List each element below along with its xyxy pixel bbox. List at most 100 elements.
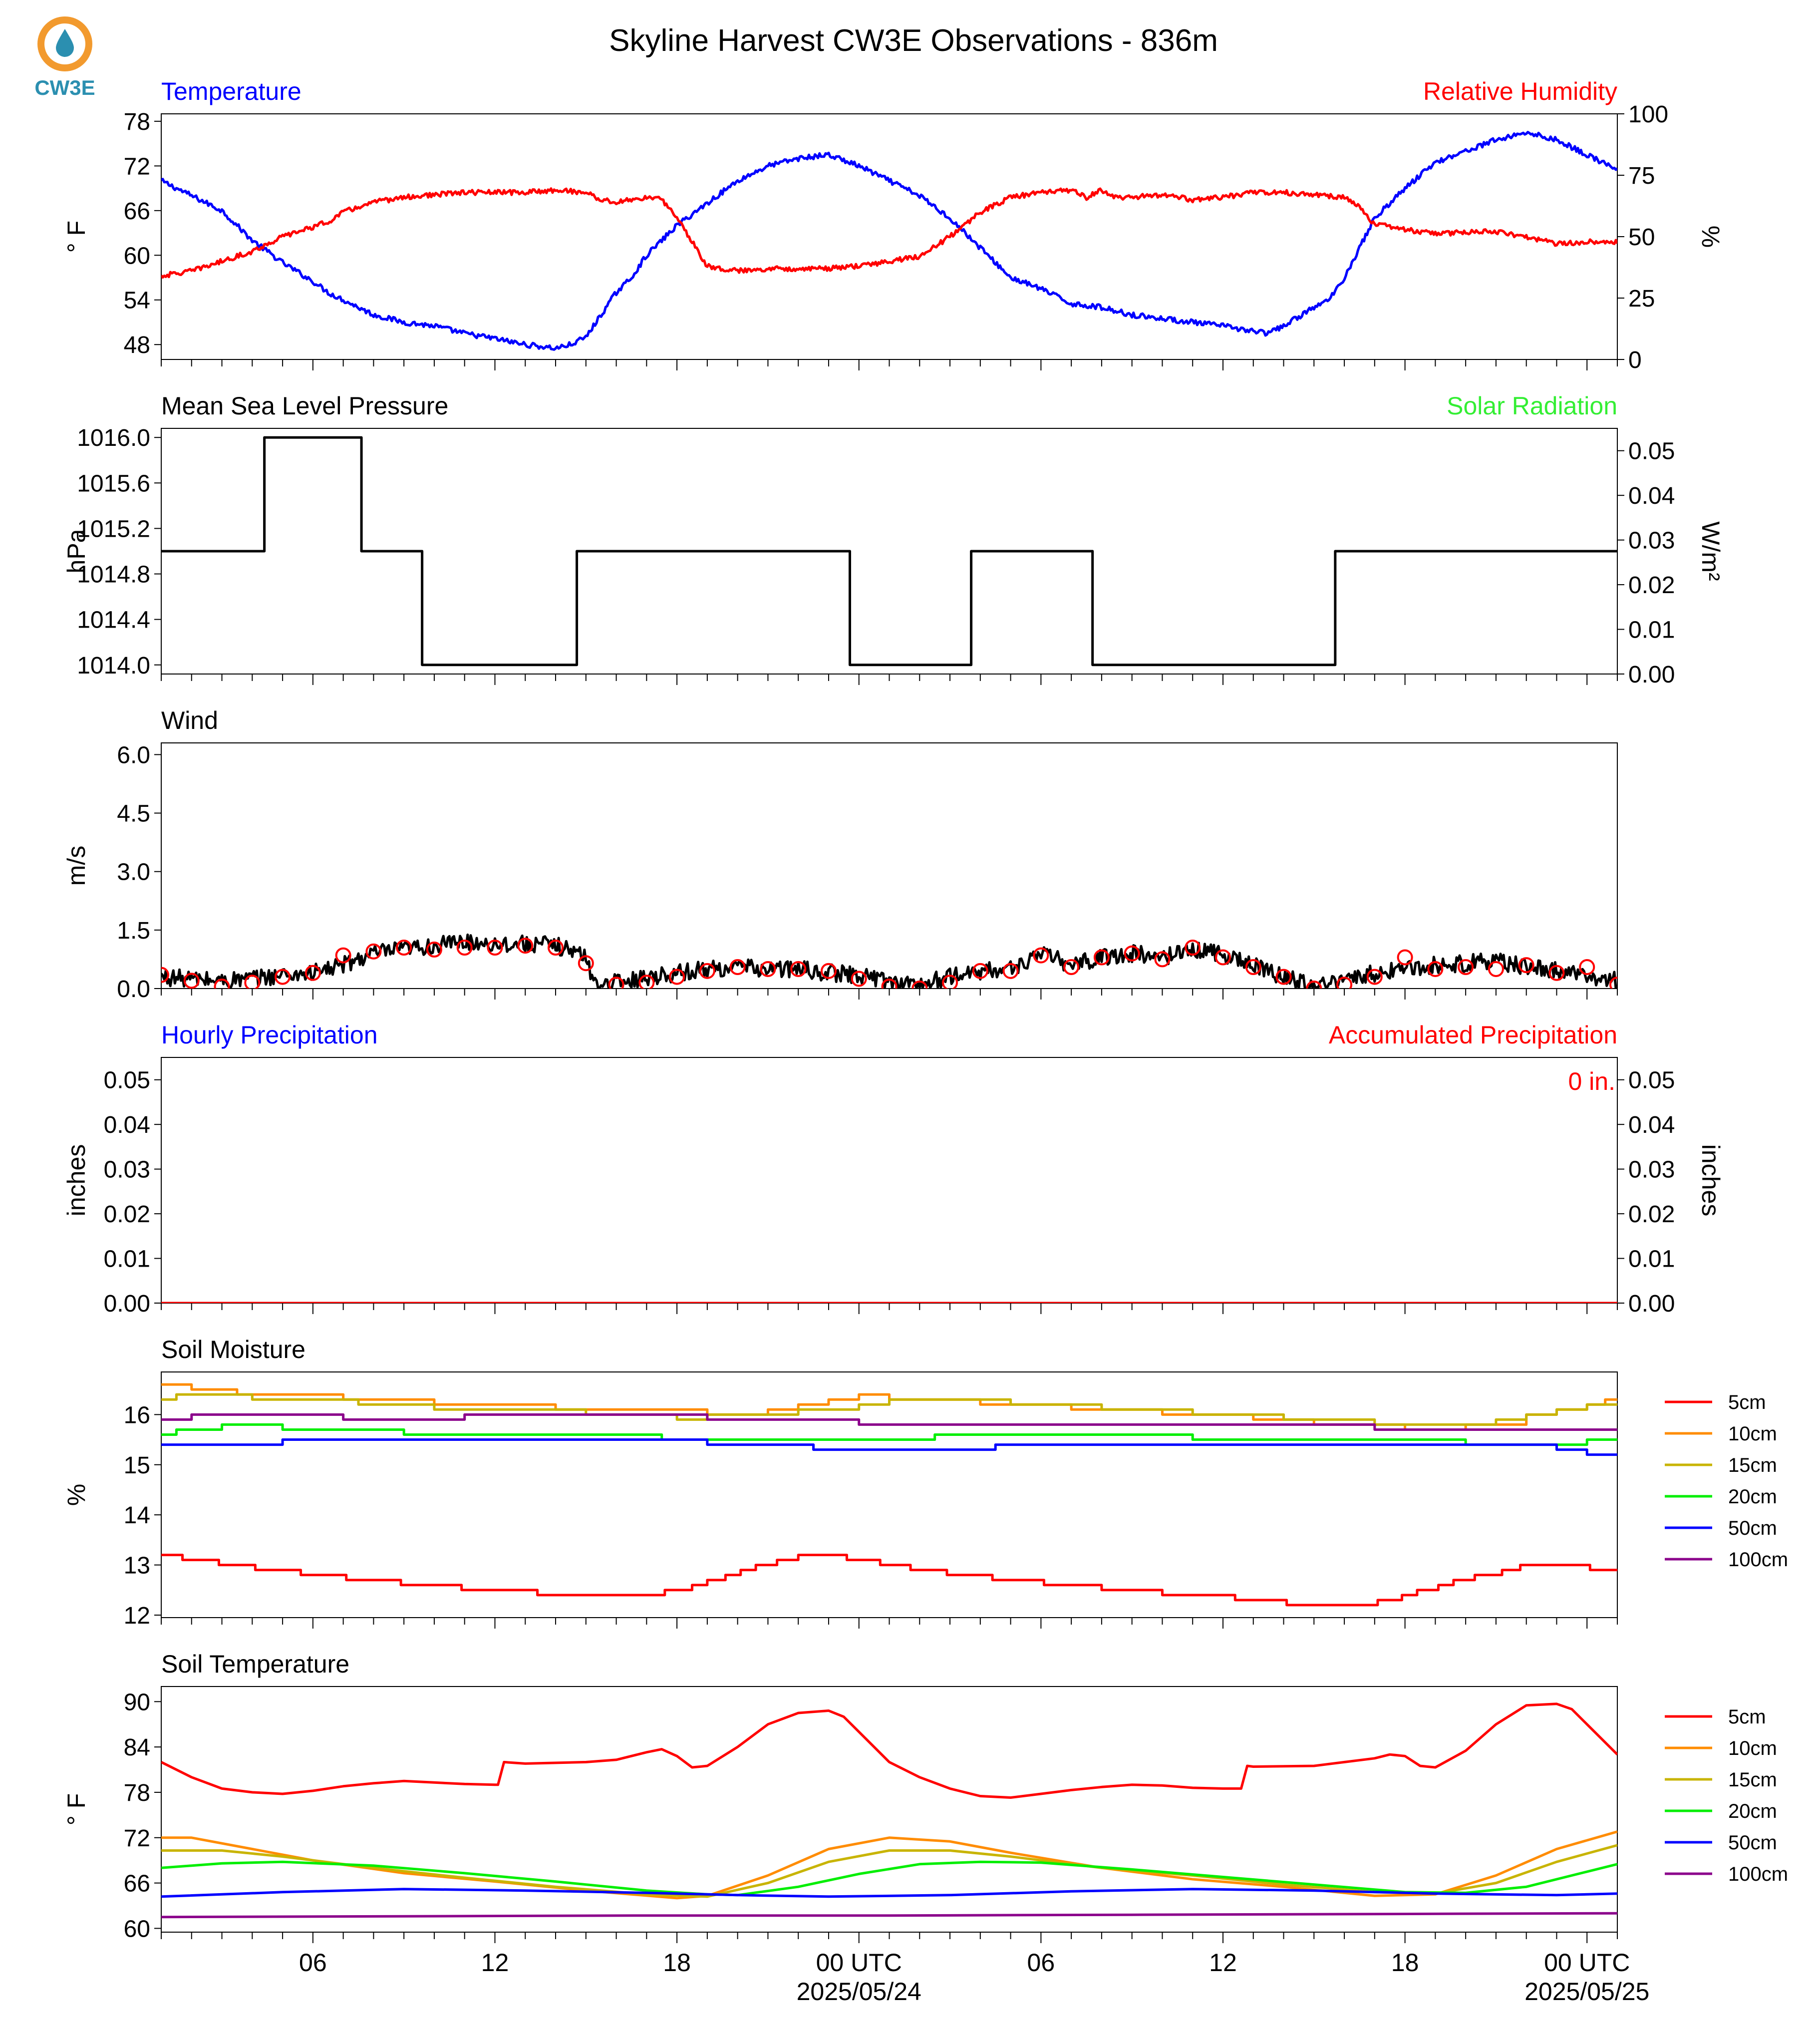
y-tick-label: 0.0 [117,976,150,1003]
y-tick-label: 54 [124,288,150,314]
panel-title-right: Relative Humidity [1423,77,1617,105]
gust-marker [365,943,382,960]
y-right-tick-label: 0.05 [1628,1067,1675,1094]
gust-marker [1427,961,1444,977]
y-tick-label: 13 [124,1553,150,1579]
y-right-tick-label: 0 [1628,347,1642,373]
gust-marker [729,959,746,976]
y-tick-label: 60 [124,1916,150,1942]
gust-marker [517,938,534,954]
panel-title-left: Wind [161,706,218,734]
y-right-tick-label: 0.04 [1628,483,1675,509]
y-tick-label: 1015.6 [77,470,150,497]
legend-label: 20cm [1728,1800,1777,1822]
series-line-50cm [161,1888,1617,1898]
x-tick-label: 06 [1027,1949,1055,1977]
gust-marker [1336,977,1353,989]
gust-marker [578,955,594,972]
y-tick-label: 1014.0 [77,653,150,679]
x-tick-label: 12 [481,1949,509,1977]
y-right-tick-label: 50 [1628,224,1655,251]
gust-marker [1458,959,1474,976]
gust-marker [911,981,928,989]
y-tick-label: 12 [124,1603,150,1629]
gust-marker [1579,959,1595,976]
panel-title-left: Temperature [161,77,302,105]
y-tick-label: 1016.0 [77,425,150,451]
x-tick-label: 00 UTC [816,1949,902,1977]
series-group [161,131,1617,351]
y-tick-label: 6.0 [117,742,150,768]
gust-marker [638,975,655,989]
y-axis-label: m/s [62,846,90,886]
series-group [161,933,1617,989]
gust-marker [608,977,624,989]
x-tick-label: 18 [663,1949,691,1977]
panel-title-left: Soil Moisture [161,1336,305,1363]
y-tick-label: 84 [124,1734,150,1761]
gust-marker [851,971,867,987]
series-line-100cm [161,1912,1617,1919]
y-tick-label: 78 [124,1780,150,1806]
y-right-axis-label: W/m² [1697,521,1725,581]
x-tick-label: 06 [299,1949,327,1977]
panel-6: Soil Temperature 60 66 72 78 84 90 ° F 06 12 18 00 … [62,1650,1788,2006]
series-line-5cm [161,1553,1617,1607]
cw3e-logo: CW3E [34,16,95,99]
y-tick-label: 0.03 [104,1157,150,1183]
gust-marker [1275,969,1292,985]
y-axis-label: ° F [62,1793,90,1825]
legend-label: 20cm [1728,1486,1777,1508]
series-line-100cm [161,1413,1617,1431]
series-group [161,1383,1617,1607]
y-tick-label: 14 [124,1502,150,1529]
gust-marker [487,940,503,956]
figure-title: Skyline Harvest CW3E Observations - 836m [609,23,1218,58]
series-group [161,1702,1617,1919]
gust-marker [1488,961,1504,977]
gust-marker [669,969,685,985]
series-group [161,436,1617,667]
panel-1: Temperature Relative Humidity 48 54 60 66 72 78… [62,77,1725,373]
gust-marker [183,973,200,989]
y-tick-label: 15 [124,1452,150,1479]
gust-marker [790,961,807,977]
series-line-mean-sea-level-pressure [161,436,1617,667]
y-axis-label: hPa [62,529,90,573]
series-line-wind-speed [161,933,1617,989]
y-right-tick-label: 0.00 [1628,1291,1675,1317]
panel-2: Mean Sea Level Pressure Solar Radiation 10… [62,392,1725,688]
panel-title-left: Soil Temperature [161,1650,349,1678]
panel-title-right: Solar Radiation [1447,392,1617,420]
panel-title-left: Hourly Precipitation [161,1021,378,1049]
y-tick-label: 66 [124,1871,150,1897]
gust-marker [548,940,564,956]
panel-5: Soil Moisture 12 13 14 15 16% 5cm 10cm 15cm 20cm 5… [62,1336,1788,1629]
gust-marker [972,963,988,979]
gust-marker [1002,963,1019,979]
legend-label: 100cm [1728,1863,1788,1885]
legend-label: 100cm [1728,1549,1788,1571]
y-tick-label: 0.00 [104,1291,150,1317]
y-right-tick-label: 0.04 [1628,1112,1675,1138]
y-tick-label: 1014.8 [77,562,150,588]
panel-3: Wind 0.0 1.5 3.0 4.5 6.0 m/s [62,706,1618,1003]
gust-marker [820,963,837,979]
x-tick-label: 18 [1391,1949,1419,1977]
gust-marker [1154,951,1171,968]
y-axis-label: % [62,1484,90,1506]
x-tick-date-label: 2025/05/25 [1524,1978,1649,2006]
y-tick-label: 78 [124,109,150,135]
legend-label: 50cm [1728,1517,1777,1539]
gust-marker [244,975,261,989]
y-right-tick-label: 75 [1628,163,1655,189]
series-line-5cm [161,1702,1617,1799]
series-line-20cm [161,1423,1617,1446]
y-right-tick-label: 0.03 [1628,528,1675,554]
y-right-axis-label: % [1697,226,1725,248]
series-line-50cm [161,1438,1617,1456]
gust-marker [1609,977,1617,989]
x-tick-label: 12 [1209,1949,1237,1977]
gust-marker [760,961,776,977]
panel-title-right: Accumulated Precipitation [1329,1021,1617,1049]
